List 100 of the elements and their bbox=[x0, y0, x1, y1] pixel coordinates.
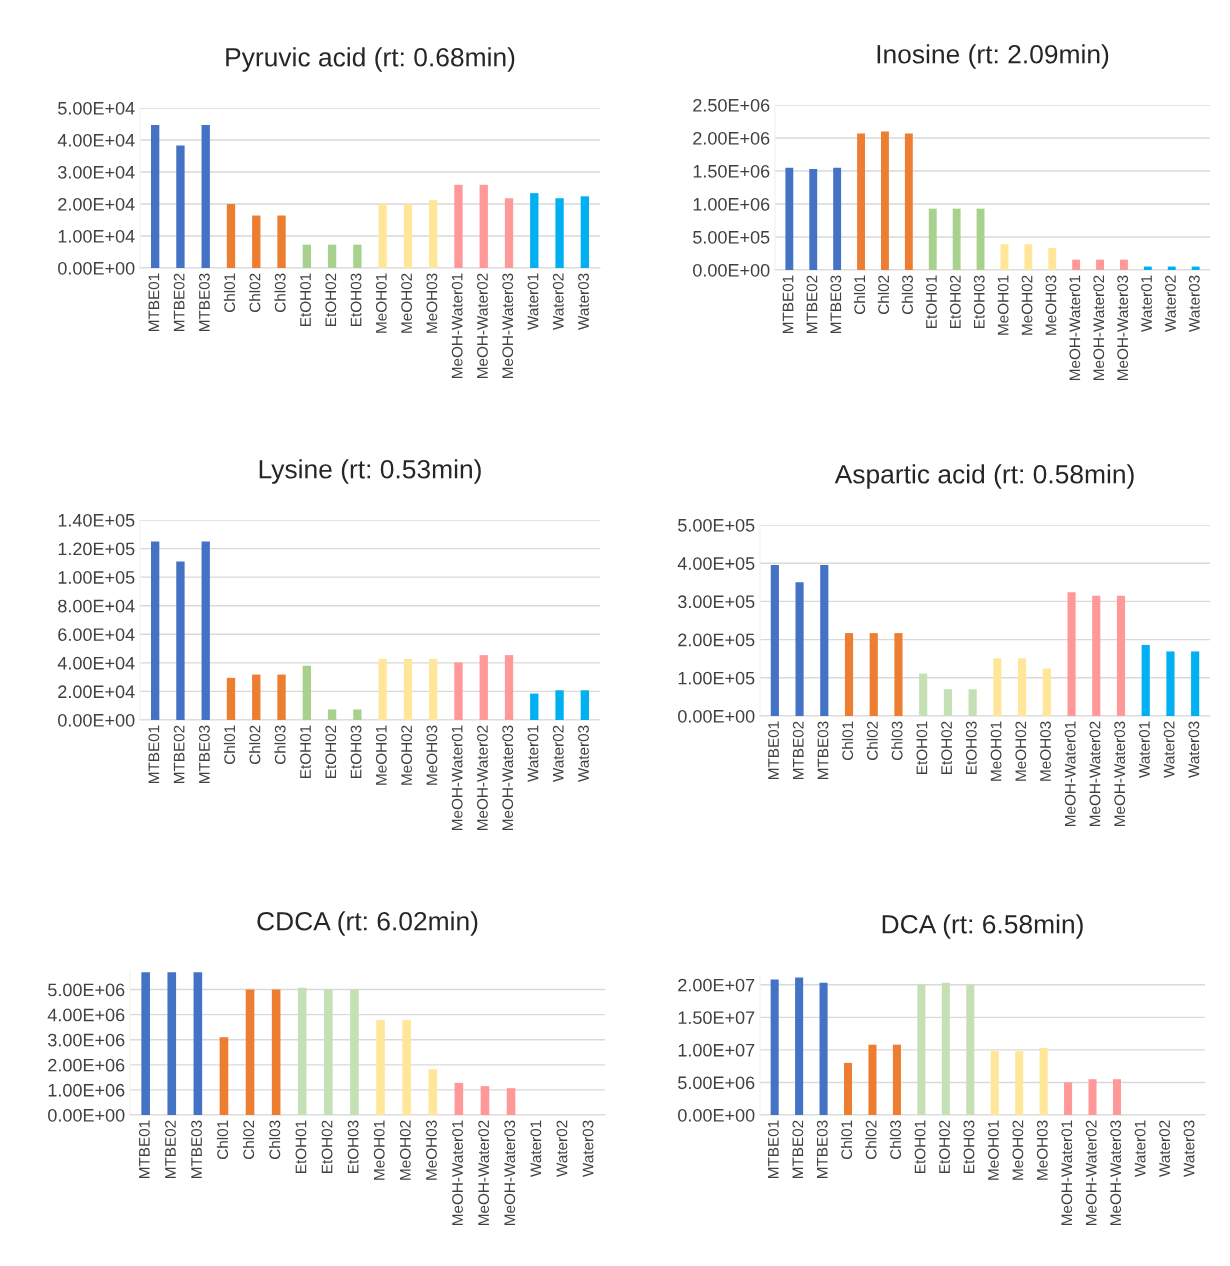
x-tick-label: MTBE01 bbox=[768, 721, 779, 780]
x-tick-label: MeOH-Water01 bbox=[1064, 721, 1076, 826]
y-tick-label: 2.00E+06 bbox=[48, 1058, 125, 1072]
x-tick-label: EtOH03 bbox=[963, 1120, 975, 1173]
bar bbox=[809, 169, 818, 270]
x-tick-label: Water01 bbox=[530, 1120, 542, 1177]
bar bbox=[327, 709, 337, 720]
x-tick-label: Water01 bbox=[1139, 721, 1150, 778]
bar bbox=[150, 124, 160, 268]
bar bbox=[480, 1086, 490, 1115]
x-tick-label: MeOH-Water02 bbox=[1093, 275, 1105, 380]
x-tick-label: MeOH-Water02 bbox=[478, 1120, 490, 1225]
bar bbox=[1191, 651, 1200, 716]
bar bbox=[1048, 247, 1057, 270]
bar bbox=[943, 689, 952, 716]
y-tick-label: 0.00E+00 bbox=[678, 709, 755, 723]
x-tick-label: MTBE01 bbox=[767, 1120, 779, 1179]
bar bbox=[176, 145, 185, 268]
x-tick-label: MTBE03 bbox=[199, 273, 210, 332]
chart-title: Lysine (rt: 0.53min) bbox=[259, 459, 481, 484]
bar bbox=[1039, 1047, 1048, 1115]
bar bbox=[785, 167, 794, 270]
x-tick-label: MeOH-Water03 bbox=[502, 273, 514, 378]
x-tick-label: Chl01 bbox=[841, 721, 854, 760]
bar bbox=[504, 655, 514, 720]
x-tick-label: Water02 bbox=[552, 273, 564, 330]
bar bbox=[1072, 259, 1081, 270]
bar bbox=[968, 689, 977, 716]
x-tick-label: MeOH02 bbox=[1015, 721, 1027, 781]
bar bbox=[993, 658, 1002, 716]
bar bbox=[580, 196, 590, 268]
x-tick-label: MeOH-Water03 bbox=[1110, 1120, 1122, 1225]
bar bbox=[1116, 595, 1126, 716]
bar bbox=[1064, 1082, 1073, 1115]
bar bbox=[894, 633, 903, 716]
x-tick-label: Chl03 bbox=[274, 273, 286, 312]
x-tick-label: MeOH-Water02 bbox=[477, 273, 488, 378]
y-tick-label: 2.00E+04 bbox=[58, 685, 135, 699]
x-tick-label: MeOH-Water03 bbox=[504, 1120, 516, 1225]
bar bbox=[990, 1051, 999, 1115]
x-tick-label: MTBE03 bbox=[817, 721, 829, 780]
bar bbox=[1092, 595, 1101, 716]
y-tick-label: 3.00E+04 bbox=[58, 165, 135, 179]
x-tick-label: MTBE02 bbox=[806, 275, 818, 334]
bar bbox=[1141, 644, 1150, 716]
x-tick-label: MeOH03 bbox=[1045, 275, 1057, 335]
y-tick-label: 5.00E+05 bbox=[693, 230, 770, 244]
bar bbox=[843, 1062, 853, 1115]
bar bbox=[327, 244, 337, 268]
y-tick-label: 3.00E+05 bbox=[678, 595, 755, 609]
bar bbox=[141, 972, 150, 1115]
bar bbox=[506, 1088, 516, 1115]
bar bbox=[429, 658, 438, 720]
x-tick-label: Water01 bbox=[527, 725, 539, 782]
x-tick-label: MeOH01 bbox=[997, 275, 1009, 335]
bar bbox=[504, 198, 514, 268]
x-tick-label: MeOH-Water01 bbox=[451, 725, 463, 830]
bar bbox=[833, 167, 842, 270]
bar bbox=[454, 662, 463, 720]
bar bbox=[917, 984, 926, 1115]
bar bbox=[201, 541, 210, 720]
chart-title: DCA (rt: 6.58min) bbox=[882, 914, 1083, 939]
x-tick-label: Chl01 bbox=[216, 1120, 229, 1159]
bar bbox=[350, 989, 359, 1115]
x-tick-label: EtOH03 bbox=[347, 1120, 359, 1173]
x-tick-label: MeOH02 bbox=[401, 725, 413, 785]
bar bbox=[966, 984, 975, 1115]
y-tick-label: 1.00E+06 bbox=[693, 197, 770, 211]
bar bbox=[219, 1037, 229, 1115]
bar bbox=[881, 131, 889, 270]
bar bbox=[176, 561, 185, 720]
x-tick-label: Water01 bbox=[1141, 275, 1152, 332]
bar bbox=[770, 565, 779, 716]
bar bbox=[1015, 1051, 1024, 1115]
chart-title: Pyruvic acid (rt: 0.68min) bbox=[226, 47, 515, 72]
x-tick-label: Chl01 bbox=[840, 1120, 853, 1159]
x-tick-label: Water03 bbox=[1188, 275, 1200, 332]
bar bbox=[1024, 244, 1033, 270]
x-tick-label: EtOH01 bbox=[300, 725, 311, 778]
x-tick-label: Chl01 bbox=[853, 275, 866, 314]
x-tick-label: Water03 bbox=[1183, 1120, 1195, 1177]
bar bbox=[429, 200, 438, 268]
bar bbox=[869, 633, 878, 716]
x-tick-label: Water01 bbox=[527, 273, 539, 330]
x-tick-label: MTBE01 bbox=[138, 1120, 150, 1179]
x-tick-label: MeOH02 bbox=[401, 273, 413, 333]
x-tick-label: EtOH01 bbox=[300, 273, 311, 326]
x-tick-label: Chl03 bbox=[889, 1120, 902, 1159]
x-tick-label: Chl02 bbox=[866, 721, 878, 760]
x-tick-label: MeOH03 bbox=[426, 725, 438, 785]
bar bbox=[795, 977, 804, 1115]
x-tick-label: MeOH02 bbox=[1021, 275, 1033, 335]
bar bbox=[428, 1069, 438, 1115]
x-tick-label: Water01 bbox=[1134, 1120, 1146, 1177]
x-tick-label: Chl01 bbox=[223, 725, 236, 764]
y-tick-label: 1.00E+07 bbox=[678, 1043, 755, 1057]
bar bbox=[941, 982, 950, 1115]
x-tick-label: MeOH-Water03 bbox=[1114, 721, 1126, 826]
bar bbox=[1166, 651, 1175, 716]
x-tick-label: MeOH-Water01 bbox=[452, 1120, 463, 1225]
